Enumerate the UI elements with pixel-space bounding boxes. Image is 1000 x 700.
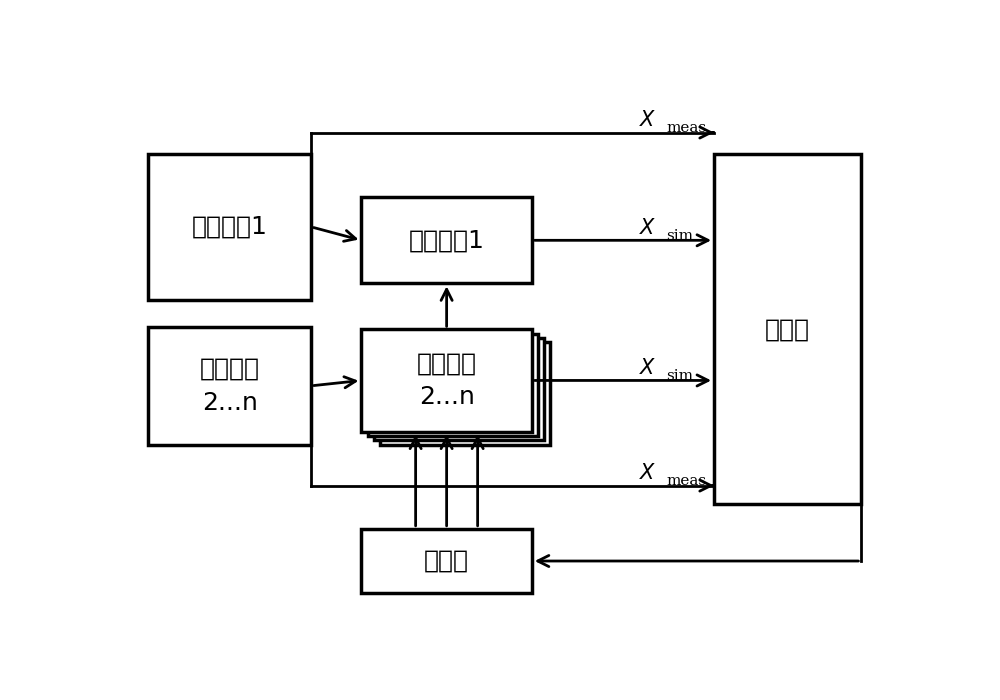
Text: sim: sim: [666, 369, 693, 383]
Text: meas: meas: [666, 121, 706, 135]
Bar: [361, 197, 532, 284]
Text: $X$: $X$: [639, 463, 657, 483]
Text: $X$: $X$: [639, 358, 657, 378]
Bar: [361, 329, 532, 432]
Bar: [361, 528, 532, 594]
Bar: [368, 334, 538, 436]
Text: 优化器: 优化器: [424, 549, 469, 573]
Text: 辨识元件1: 辨识元件1: [409, 228, 485, 252]
Text: 测量文件
2...n: 测量文件 2...n: [200, 357, 260, 414]
Text: sim: sim: [666, 229, 693, 243]
Bar: [148, 154, 311, 300]
Bar: [714, 154, 861, 505]
Text: $X$: $X$: [639, 110, 657, 130]
Text: 辨识元件
2...n: 辨识元件 2...n: [417, 351, 477, 409]
Bar: [374, 338, 544, 440]
Text: $X$: $X$: [639, 218, 657, 237]
Bar: [380, 342, 550, 444]
Text: meas: meas: [666, 475, 706, 489]
Text: 测量文件1: 测量文件1: [192, 215, 268, 239]
Text: 比较器: 比较器: [765, 317, 810, 341]
Bar: [148, 326, 311, 445]
